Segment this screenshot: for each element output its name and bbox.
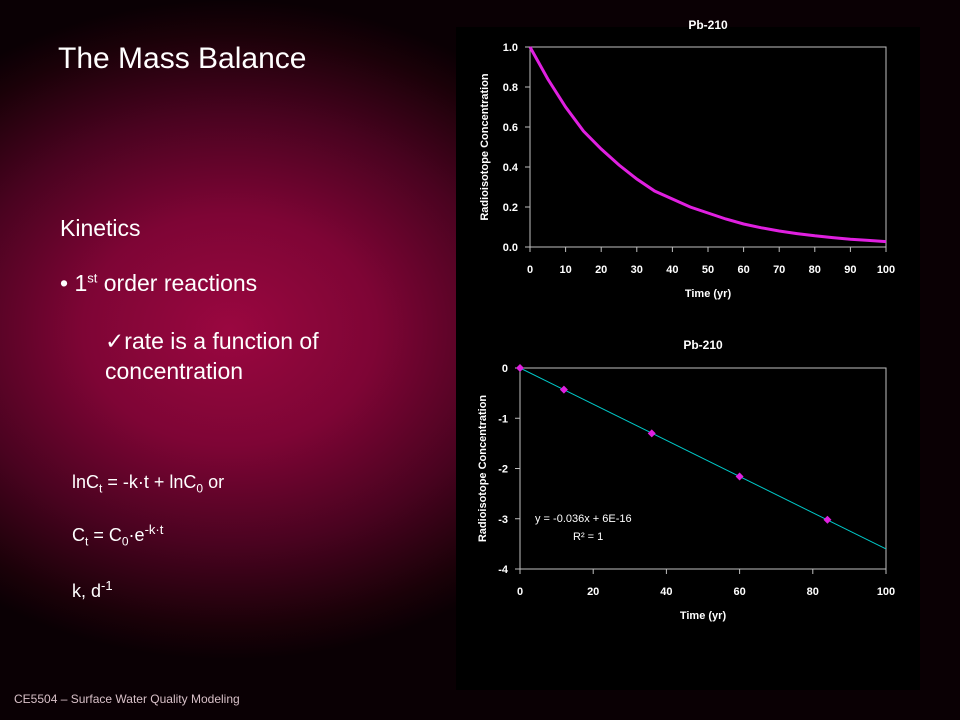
data-point-marker xyxy=(823,515,832,524)
y-tick-label: -2 xyxy=(498,464,508,476)
chart-panel xyxy=(456,27,920,690)
x-tick-label: 70 xyxy=(773,264,785,276)
eq2-a-sub: t xyxy=(85,534,89,549)
data-point-marker xyxy=(735,472,744,481)
checkmark-icon: ✓ xyxy=(105,328,125,354)
plot-area xyxy=(529,46,887,248)
eq2-c-sup: -k·t xyxy=(144,522,164,537)
data-point-marker xyxy=(516,364,524,372)
x-tick-label: 10 xyxy=(559,264,571,276)
data-point-marker xyxy=(559,385,568,394)
x-axis-label: Time (yr) xyxy=(685,288,732,300)
bullet-text-post: order reactions xyxy=(97,270,258,296)
x-tick-label: 100 xyxy=(877,264,895,276)
trendline-r2: R² = 1 xyxy=(573,531,603,543)
equation-log-form: lnCt = -k·t + lnC0 or xyxy=(72,472,224,496)
bullet-text-sup: st xyxy=(87,270,98,286)
slide-title: The Mass Balance xyxy=(58,42,307,75)
x-tick-label: 0 xyxy=(527,264,533,276)
bullet-text-pre: 1 xyxy=(74,270,88,296)
x-tick-label: 20 xyxy=(587,586,599,598)
chart-title: Pb-210 xyxy=(683,338,723,352)
x-tick-label: 80 xyxy=(809,264,821,276)
y-axis-label: Radioisotope Concentration xyxy=(477,395,489,543)
y-tick-label: -4 xyxy=(498,564,509,576)
y-tick-label: -3 xyxy=(498,514,508,526)
first-order-bullet: • 1st order reactions xyxy=(60,270,258,296)
data-point-marker xyxy=(647,429,656,438)
x-tick-label: 40 xyxy=(660,586,672,598)
y-tick-label: -1 xyxy=(498,413,508,425)
y-axis-label: Radioisotope Concentration xyxy=(479,73,491,221)
eq1-b-sub: 0 xyxy=(196,481,204,496)
y-tick-label: 0.0 xyxy=(503,242,518,254)
x-tick-label: 40 xyxy=(666,264,678,276)
eq1-a-sub: t xyxy=(99,481,103,496)
eq3-a-sup: -1 xyxy=(101,578,113,593)
y-tick-label: 1.0 xyxy=(503,42,518,54)
eq1-c: or xyxy=(203,472,225,492)
eq3-a: k, d xyxy=(72,581,102,601)
y-tick-label: 0.4 xyxy=(503,162,519,174)
x-tick-label: 30 xyxy=(631,264,643,276)
equation-exp-form: Ct = C0·e-k·t xyxy=(72,522,163,549)
x-tick-label: 20 xyxy=(595,264,607,276)
eq1-a: lnC xyxy=(72,472,100,492)
x-tick-label: 50 xyxy=(702,264,714,276)
y-tick-label: 0.6 xyxy=(503,122,518,134)
x-tick-label: 60 xyxy=(737,264,749,276)
x-tick-label: 0 xyxy=(517,586,523,598)
kinetics-heading: Kinetics xyxy=(60,215,141,241)
x-tick-label: 60 xyxy=(733,586,745,598)
y-tick-label: 0.2 xyxy=(503,202,518,214)
trendline-equation: y = -0.036x + 6E-16 xyxy=(535,513,632,525)
eq2-b: = C xyxy=(88,525,122,545)
rate-checkmark-item: ✓rate is a function of concentration xyxy=(105,326,405,386)
rate-constant-units: k, d-1 xyxy=(72,578,113,602)
check-text: rate is a function of concentration xyxy=(105,328,319,384)
eq2-c: ·e xyxy=(128,525,145,545)
chart-title: Pb-210 xyxy=(688,18,728,32)
x-tick-label: 90 xyxy=(844,264,856,276)
series-line-pb210 xyxy=(528,46,887,244)
x-axis-label: Time (yr) xyxy=(680,610,727,622)
y-tick-label: 0.8 xyxy=(503,82,518,94)
y-tick-label: 0 xyxy=(502,363,508,375)
eq2-b-sub: 0 xyxy=(121,534,129,549)
x-tick-label: 80 xyxy=(807,586,819,598)
x-tick-label: 100 xyxy=(877,586,895,598)
footer-course: CE5504 – Surface Water Quality Modeling xyxy=(14,692,240,706)
eq2-a: C xyxy=(72,525,85,545)
eq1-b: = -k·t + lnC xyxy=(102,472,197,492)
